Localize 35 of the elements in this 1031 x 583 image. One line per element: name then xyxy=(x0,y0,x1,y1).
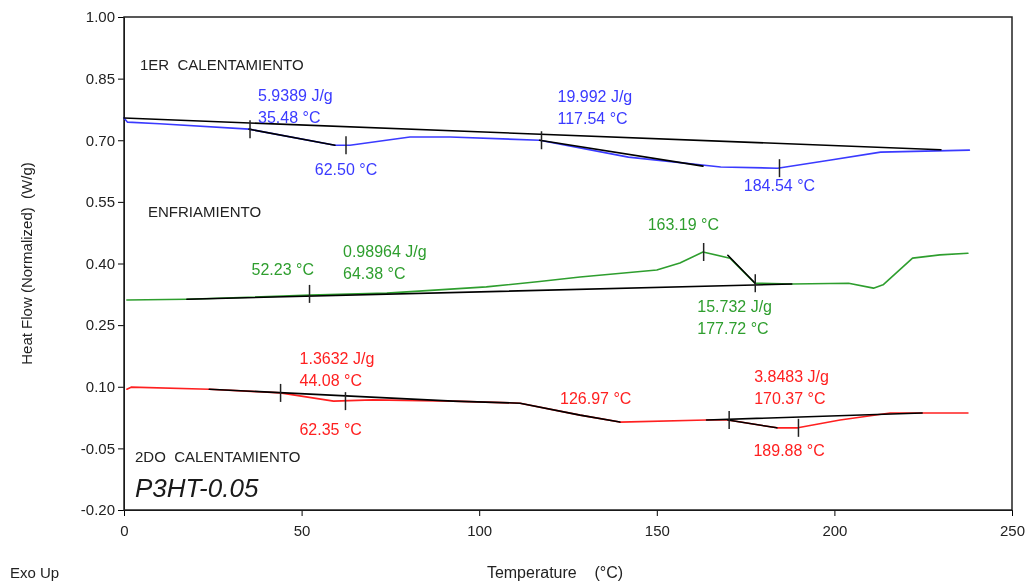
annotation: 1.3632 J/g 44.08 °C xyxy=(299,349,375,389)
annotation: ENFRIAMIENTO xyxy=(148,203,262,220)
annotation: P3HT-0.05 xyxy=(135,473,259,503)
x-tick-label: 50 xyxy=(293,521,311,539)
annotation: 163.19 °C xyxy=(647,216,719,233)
annotation: 0.98964 J/g 64.38 °C xyxy=(343,243,427,282)
x-axis-title: Temperature (°C) xyxy=(486,564,624,581)
annotation: 2DO CALENTAMIENTO xyxy=(135,448,301,465)
annotation: 126.97 °C xyxy=(560,390,632,407)
annotation: 15.732 J/g 177.72 °C xyxy=(697,298,772,338)
y-tick-label: 0.70 xyxy=(85,131,115,149)
annotation: 3.8483 J/g 170.37 °C xyxy=(754,368,829,408)
annotation: 62.35 °C xyxy=(299,421,362,439)
y-tick-label: -0.05 xyxy=(80,439,115,457)
x-tick-label: 150 xyxy=(644,521,670,539)
y-tick-label: -0.20 xyxy=(80,501,115,519)
annotation: 189.88 °C xyxy=(753,441,825,459)
x-tick-label: 250 xyxy=(999,521,1026,539)
annotation: 62.50 °C xyxy=(314,161,378,179)
x-tick-label: 100 xyxy=(467,521,493,539)
annotation: 1ER CALENTAMIENTO xyxy=(140,56,304,73)
y-tick-label: 0.55 xyxy=(85,193,115,211)
y-tick-label: 1.00 xyxy=(85,8,115,26)
annotation: 184.54 °C xyxy=(743,177,816,195)
x-tick-label: 200 xyxy=(822,521,848,539)
y-tick-label: 0.85 xyxy=(85,69,115,87)
annotation: 19.992 J/g 117.54 °C xyxy=(557,88,633,128)
y-tick-label: 0.10 xyxy=(85,378,115,396)
annotation: 52.23 °C xyxy=(251,260,314,278)
y-tick-label: 0.40 xyxy=(85,254,115,272)
text: Exo Up xyxy=(10,564,60,581)
x-tick-label: 0 xyxy=(120,521,129,539)
y-tick-label: 0.25 xyxy=(85,316,115,334)
annotation: 5.9389 J/g 35.48 °C xyxy=(258,87,333,127)
y-axis-title: Heat Flow (Normalized) (W/g) xyxy=(18,162,35,365)
